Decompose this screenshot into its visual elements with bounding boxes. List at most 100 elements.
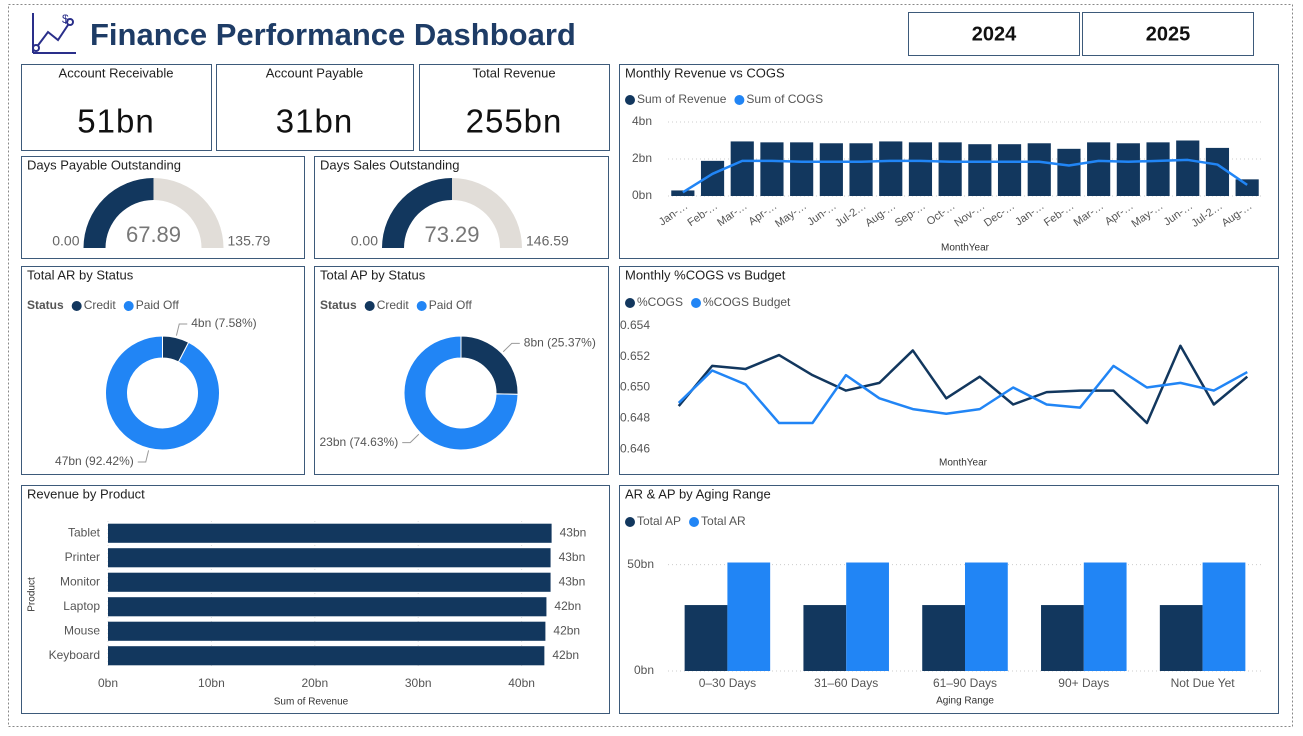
gauge-max-label: 135.79 xyxy=(228,233,271,249)
panel xyxy=(314,156,609,259)
card-label: Account Receivable xyxy=(59,65,174,80)
line xyxy=(677,344,1249,425)
bar xyxy=(1083,562,1127,671)
leader-line xyxy=(502,342,520,353)
panel xyxy=(419,64,610,151)
bar xyxy=(108,621,546,641)
bar xyxy=(968,144,992,196)
y-tick-label: 0bn xyxy=(632,188,652,202)
year-button-label[interactable]: 2024 xyxy=(972,23,1017,45)
gauge-value xyxy=(83,178,154,248)
bar xyxy=(1027,143,1051,196)
bar xyxy=(108,548,551,568)
chart-title: Revenue by Product xyxy=(27,486,145,501)
legend-marker xyxy=(625,517,635,527)
x-tick-label: 10bn xyxy=(198,676,225,690)
legend-label: Credit xyxy=(84,298,117,312)
bar xyxy=(879,141,903,196)
legend-marker xyxy=(364,301,375,311)
y-tick-label: 0.654 xyxy=(620,318,650,332)
y-tick-label: 0.650 xyxy=(620,380,650,394)
bar xyxy=(1235,179,1259,196)
line xyxy=(682,158,1248,194)
y-tick-label: 0.652 xyxy=(620,349,650,363)
year-button-box[interactable] xyxy=(1082,12,1254,56)
bar xyxy=(938,142,962,196)
bar xyxy=(803,605,847,671)
bar xyxy=(671,190,695,196)
gauge-max-label: 146.59 xyxy=(526,233,569,249)
chart-title: Total AR by Status xyxy=(27,267,134,282)
bar xyxy=(108,523,552,543)
y-tick-label: Keyboard xyxy=(49,648,100,662)
bar xyxy=(908,142,933,196)
bar xyxy=(1041,605,1084,671)
leader-line xyxy=(137,450,150,463)
data-label: 42bn xyxy=(552,648,579,662)
legend-marker xyxy=(689,517,700,527)
year-button-box[interactable] xyxy=(908,12,1080,56)
bar xyxy=(965,562,1008,671)
legend-label: Total AP xyxy=(637,514,681,528)
year-button[interactable]: 2025 xyxy=(1082,12,1254,56)
legend-label: Paid Off xyxy=(429,298,473,312)
x-tick-label: 20bn xyxy=(301,676,328,690)
bar xyxy=(1202,562,1246,671)
legend-marker xyxy=(625,298,635,308)
gauge-min-label: 0.00 xyxy=(351,233,378,249)
y-tick-label: Monitor xyxy=(60,574,100,588)
donut-slice xyxy=(403,335,519,451)
y-tick-label: 0.646 xyxy=(620,441,650,455)
legend-label: %COGS xyxy=(637,295,683,309)
chart-title: AR & AP by Aging Range xyxy=(625,486,771,501)
gauge-value-label: 67.89 xyxy=(126,222,181,247)
legend-label: Paid Off xyxy=(136,298,180,312)
legend-title: Status xyxy=(27,298,64,312)
year-button[interactable]: 2024 xyxy=(908,12,1080,56)
bar xyxy=(730,141,754,196)
data-label: 42bn xyxy=(554,599,581,613)
chart-title: Days Payable Outstanding xyxy=(27,157,181,172)
bar xyxy=(1205,147,1230,196)
year-button-label[interactable]: 2025 xyxy=(1146,23,1191,45)
legend-marker xyxy=(734,95,745,105)
y-tick-label: Printer xyxy=(65,550,100,564)
x-tick-label: 40bn xyxy=(508,676,535,690)
bar xyxy=(108,597,547,617)
legend-label: Sum of COGS xyxy=(746,92,823,106)
x-tick-label: 31–60 Days xyxy=(814,676,878,690)
gauge-min-label: 0.00 xyxy=(52,233,79,249)
legend-marker xyxy=(123,301,134,311)
card-label: Account Payable xyxy=(266,65,364,80)
y-tick-label: 0bn xyxy=(634,663,654,677)
x-axis-title: Sum of Revenue xyxy=(274,697,349,708)
bar xyxy=(819,143,843,196)
x-tick-label: 0bn xyxy=(98,676,118,690)
bar xyxy=(846,562,889,671)
card-value: 31bn xyxy=(276,103,353,140)
chart-title: Monthly %COGS vs Budget xyxy=(625,267,786,282)
y-tick-label: 4bn xyxy=(632,114,652,128)
bar xyxy=(1176,140,1200,196)
x-tick-label: 30bn xyxy=(405,676,432,690)
page-border xyxy=(8,4,1293,727)
data-label: 8bn (25.37%) xyxy=(524,336,596,350)
bar xyxy=(1087,142,1111,196)
x-tick-label: 61–90 Days xyxy=(933,676,997,690)
legend-marker xyxy=(625,95,635,105)
gauge-value-label: 73.29 xyxy=(424,222,479,247)
bar xyxy=(1146,142,1170,196)
leader-line xyxy=(175,323,188,336)
line xyxy=(677,364,1248,425)
data-label: 43bn xyxy=(559,550,586,564)
legend-marker xyxy=(416,301,427,311)
x-tick-label: 90+ Days xyxy=(1058,676,1109,690)
bar xyxy=(108,646,545,666)
bar xyxy=(849,143,873,196)
legend-label: %COGS Budget xyxy=(703,295,791,309)
data-label: 47bn (92.42%) xyxy=(55,454,134,468)
data-label: 43bn xyxy=(559,574,586,588)
legend-marker xyxy=(71,301,82,311)
